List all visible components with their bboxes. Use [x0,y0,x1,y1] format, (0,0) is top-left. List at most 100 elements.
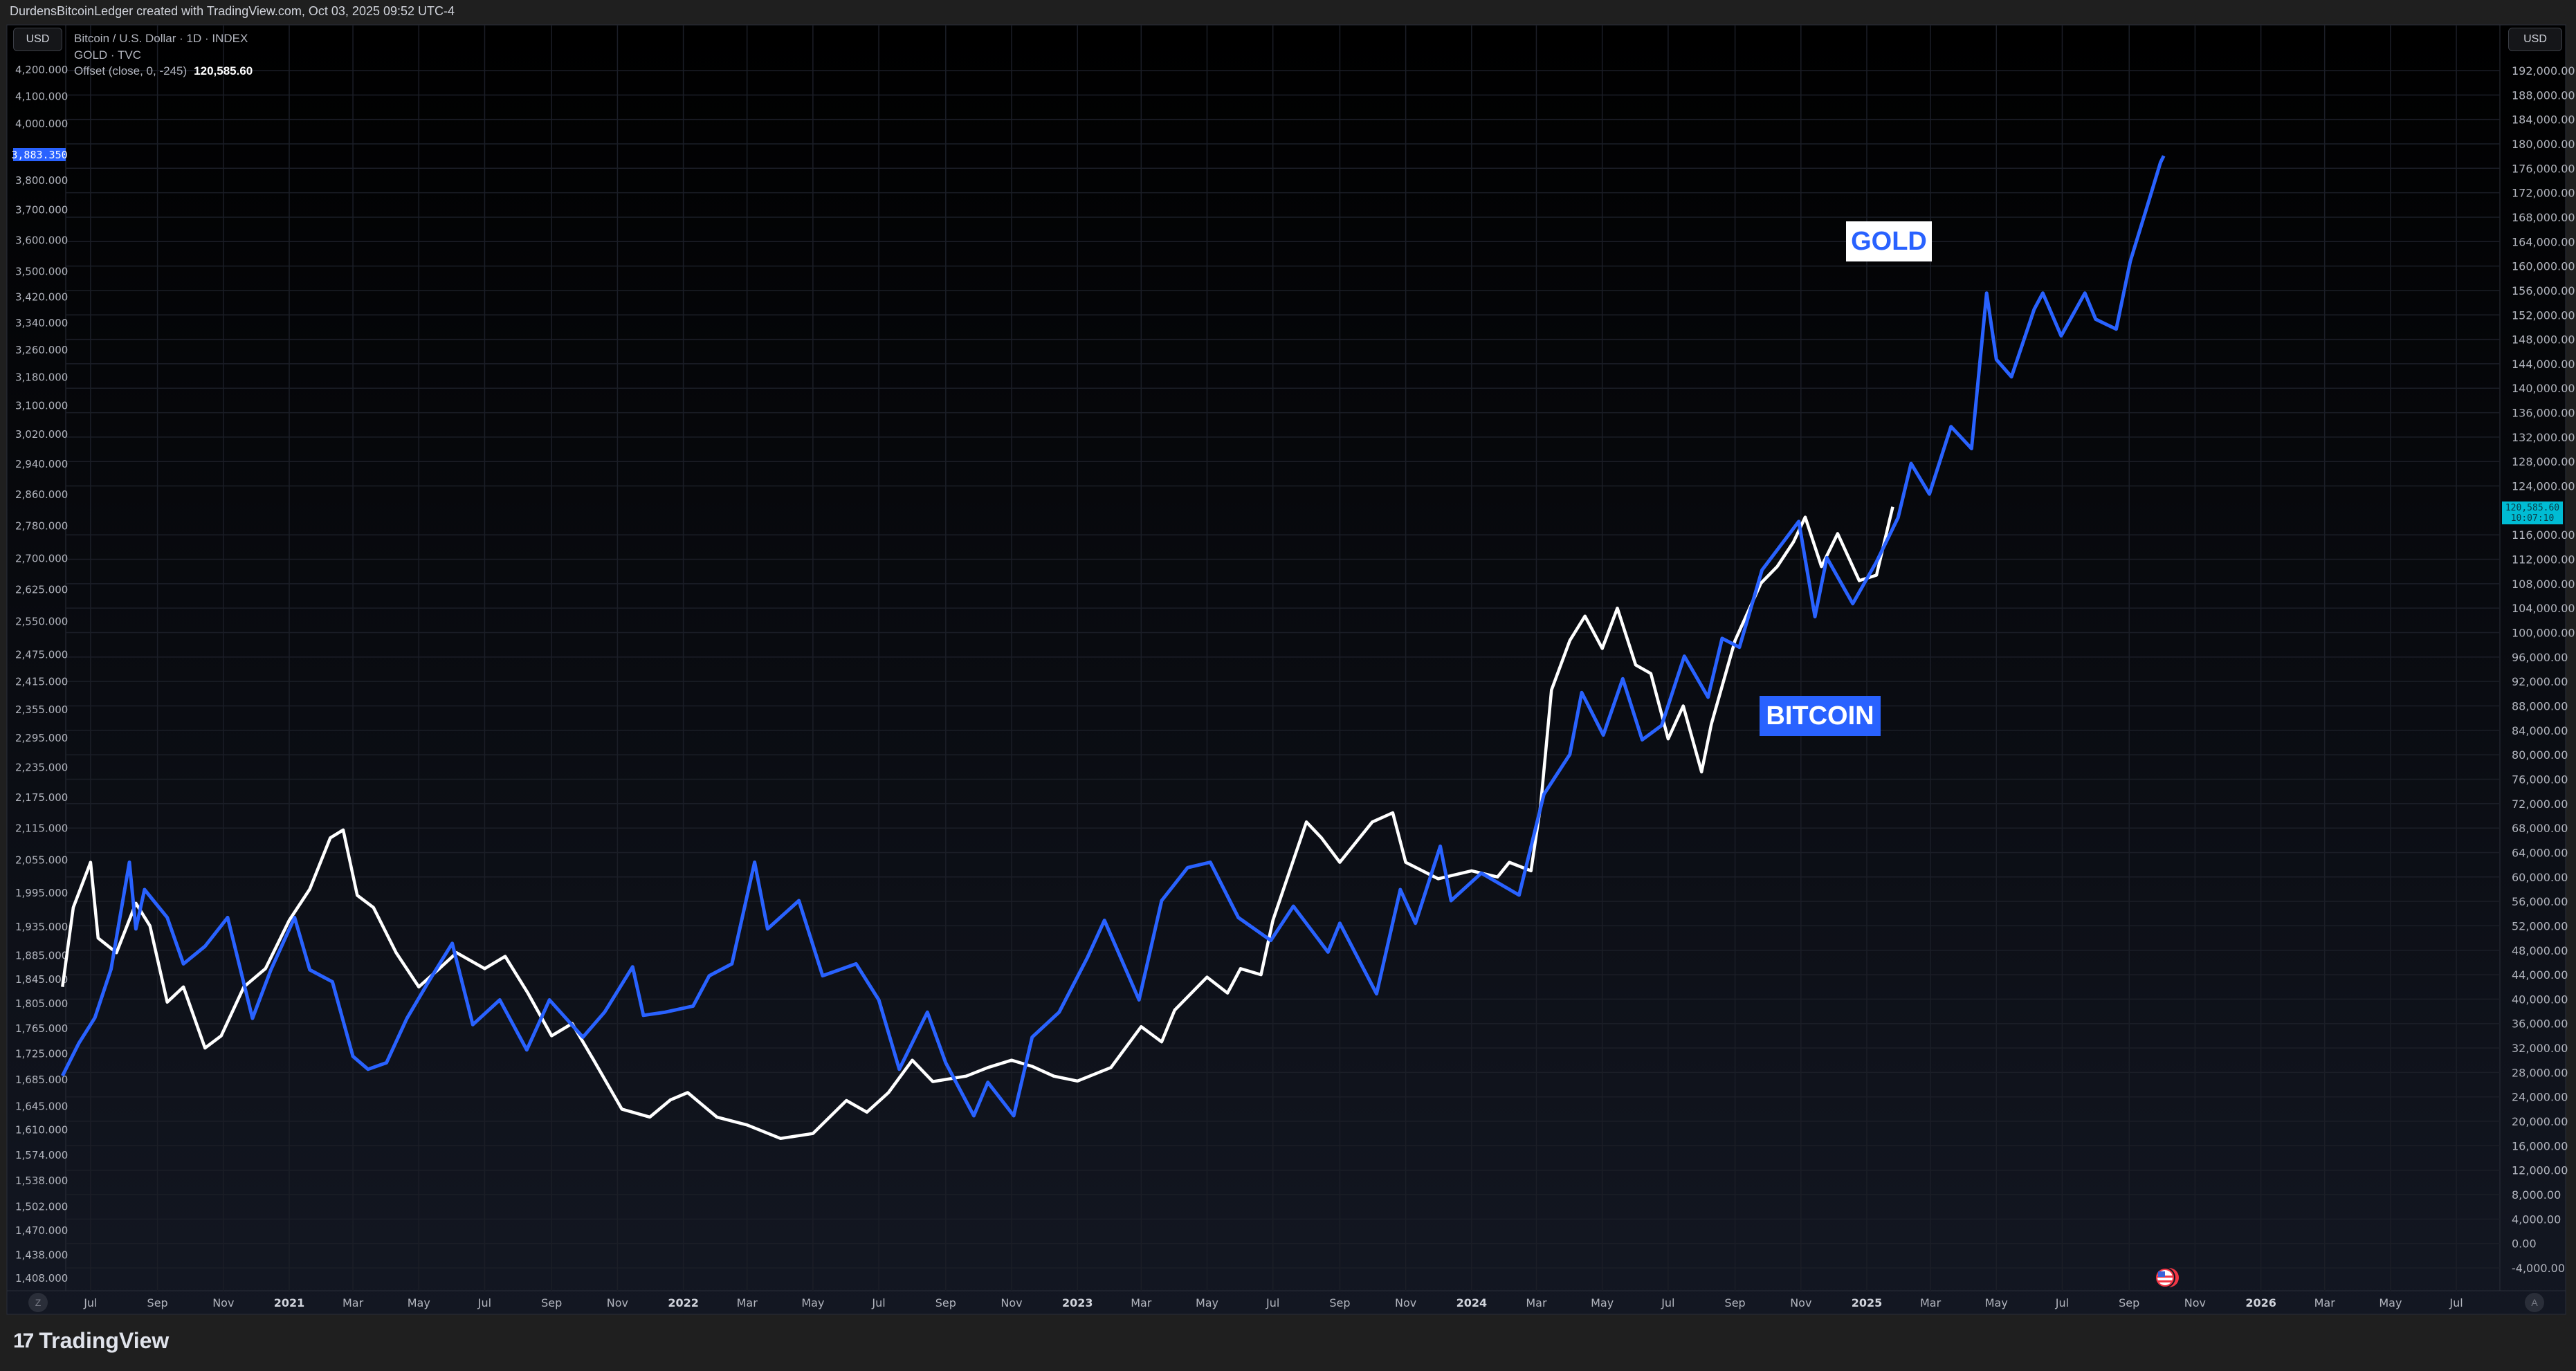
left-axis-tick-label: 2,415.000 [15,676,68,688]
time-axis-tick-label: Mar [737,1296,758,1309]
right-axis-tick-label: 164,000.00 [2512,235,2575,248]
right-axis-tick-label: 12,000.00 [2512,1164,2568,1177]
time-axis-tick-label: Nov [607,1296,628,1309]
left-axis-tick-label: 2,175.000 [15,791,68,804]
right-axis-tick-label: 168,000.00 [2512,211,2575,224]
right-axis-tick-label: 80,000.00 [2512,748,2568,762]
right-axis-tick-label: 124,000.00 [2512,480,2575,493]
right-axis-tick-label: 36,000.00 [2512,1018,2568,1031]
time-axis-tick-label: Jul [2055,1296,2069,1309]
time-axis-tick-label: May [1196,1296,1218,1309]
time-axis[interactable]: Jul Sep Nov 2021 Mar May Jul Sep Nov 2022 Mar May Ju… [83,1296,2463,1309]
time-axis-tick-label: Sep [2119,1296,2139,1309]
right-axis-tick-label: 156,000.00 [2512,284,2575,297]
time-axis-tick-label: May [1591,1296,1614,1309]
left-axis-tick-label: 1,538.000 [15,1175,68,1187]
time-axis-tick-label: 2022 [668,1296,699,1309]
gold-price-line[interactable] [61,155,2166,1118]
right-axis-tick-label: 16,000.00 [2512,1139,2568,1152]
left-axis-tick-label: 3,700.000 [15,204,68,217]
right-axis-tick-label: 44,000.00 [2512,968,2568,982]
left-currency-button[interactable]: USD [13,28,62,51]
left-axis-tick-label: 1,935.000 [15,921,68,933]
right-axis-tick-label: 56,000.00 [2512,895,2568,908]
left-axis-tick-label: 1,765.000 [15,1022,68,1035]
left-axis-tick-label: 1,502.000 [15,1201,68,1213]
left-axis-tick-label: 1,995.000 [15,887,68,899]
right-axis-tick-label: 132,000.00 [2512,431,2575,444]
us-flag-icon[interactable] [2155,1267,2179,1288]
right-axis-tick-label: 76,000.00 [2512,773,2568,786]
offset-indicator-label: Offset (close, 0, -245) [74,64,188,77]
left-axis-tick-label: 2,940.000 [15,458,68,470]
left-axis-tick-label: 3,100.000 [15,399,68,412]
left-axis-tick-label: 3,600.000 [15,234,68,246]
right-axis-tick-label: 160,000.00 [2512,260,2575,273]
right-currency-button[interactable]: USD [2508,28,2562,51]
plot-area[interactable] [61,155,2166,1141]
right-axis-tick-label: -4,000.00 [2512,1262,2565,1275]
left-price-axis[interactable]: 4,200.000 4,100.000 4,000.000 3,800.000 3,70… [15,64,68,1285]
auto-scale-button[interactable]: A [2525,1293,2544,1312]
time-axis-tick-label: Sep [147,1296,168,1309]
legend-bitcoin-symbol[interactable]: Bitcoin / U.S. Dollar · 1D · INDEX [74,32,248,45]
right-axis-tick-label: 184,000.00 [2512,113,2575,127]
time-axis-tick-label: Sep [541,1296,562,1309]
time-axis-tick-label: 2025 [1852,1296,1883,1309]
right-axis-tick-label: 64,000.00 [2512,846,2568,859]
left-axis-tick-label: 1,725.000 [15,1047,68,1060]
gold-annotation[interactable]: GOLD [1846,221,1932,261]
left-axis-tick-label: 3,260.000 [15,344,68,356]
right-axis-tick-label: 32,000.00 [2512,1042,2568,1055]
left-axis-tick-label: 4,100.000 [15,91,68,103]
legend: Bitcoin / U.S. Dollar · 1D · INDEX GOLD … [74,30,253,80]
right-axis-tick-label: 140,000.00 [2512,382,2575,395]
time-axis-tick-label: Sep [935,1296,956,1309]
left-axis-tick-label: 2,700.000 [15,552,68,564]
left-axis-tick-label: 2,055.000 [15,854,68,867]
left-axis-tick-label: 3,180.000 [15,371,68,384]
time-axis-tick-label: 2024 [1456,1296,1488,1309]
right-axis-tick-label: 104,000.00 [2512,602,2575,615]
legend-offset-indicator[interactable]: Offset (close, 0, -245) 120,585.60 [74,63,253,80]
right-axis-tick-label: 180,000.00 [2512,138,2575,151]
right-axis-tick-label: 72,000.00 [2512,798,2568,811]
right-axis-tick-label: 148,000.00 [2512,333,2575,347]
right-axis-tick-label: 92,000.00 [2512,675,2568,688]
offset-last-price: 120,585.60 [2505,502,2560,513]
right-axis-tick-label: 52,000.00 [2512,919,2568,932]
right-axis-tick-label: 144,000.00 [2512,358,2575,371]
offset-last-price-tag: 120,585.60 10:07:10 [2502,502,2563,524]
time-axis-tick-label: Mar [342,1296,364,1309]
time-axis-tick-label: Nov [1790,1296,1811,1309]
left-axis-tick-label: 1,408.000 [15,1272,68,1285]
time-axis-tick-label: May [408,1296,430,1309]
right-axis-tick-label: 60,000.00 [2512,871,2568,884]
left-axis-tick-label: 3,020.000 [15,428,68,441]
right-price-axis[interactable]: 192,000.00 188,000.00 184,000.00 180,000.00… [2512,64,2575,1275]
right-axis-tick-label: 100,000.00 [2512,627,2575,640]
right-axis-tick-label: 112,000.00 [2512,553,2575,567]
legend-gold-symbol[interactable]: GOLD · TVC [74,48,141,62]
time-axis-tick-label: May [1985,1296,2008,1309]
left-axis-tick-label: 1,885.000 [15,950,68,962]
left-axis-tick-label: 3,500.000 [15,265,68,277]
right-axis-tick-label: 48,000.00 [2512,944,2568,957]
left-axis-tick-label: 1,610.000 [15,1124,68,1137]
time-axis-tick-label: 2023 [1062,1296,1093,1309]
bitcoin-offset-line[interactable] [61,506,1894,1141]
reset-scale-button[interactable]: Z [28,1293,48,1312]
right-axis-tick-label: 96,000.00 [2512,651,2568,664]
tradingview-logo-icon: 17 [13,1329,34,1352]
chart-attribution: DurdensBitcoinLedger created with Tradin… [10,4,455,18]
time-axis-tick-label: Jul [83,1296,97,1309]
left-axis-tick-label: 2,475.000 [15,648,68,661]
time-axis-tick-label: Nov [212,1296,234,1309]
right-axis-tick-label: 88,000.00 [2512,699,2568,712]
tradingview-logo[interactable]: 17 TradingView [13,1328,169,1354]
bitcoin-annotation[interactable]: BITCOIN [1760,696,1881,736]
left-axis-tick-label: 2,860.000 [15,488,68,501]
left-axis-tick-label: 2,235.000 [15,761,68,773]
left-axis-tick-label: 4,200.000 [15,64,68,76]
